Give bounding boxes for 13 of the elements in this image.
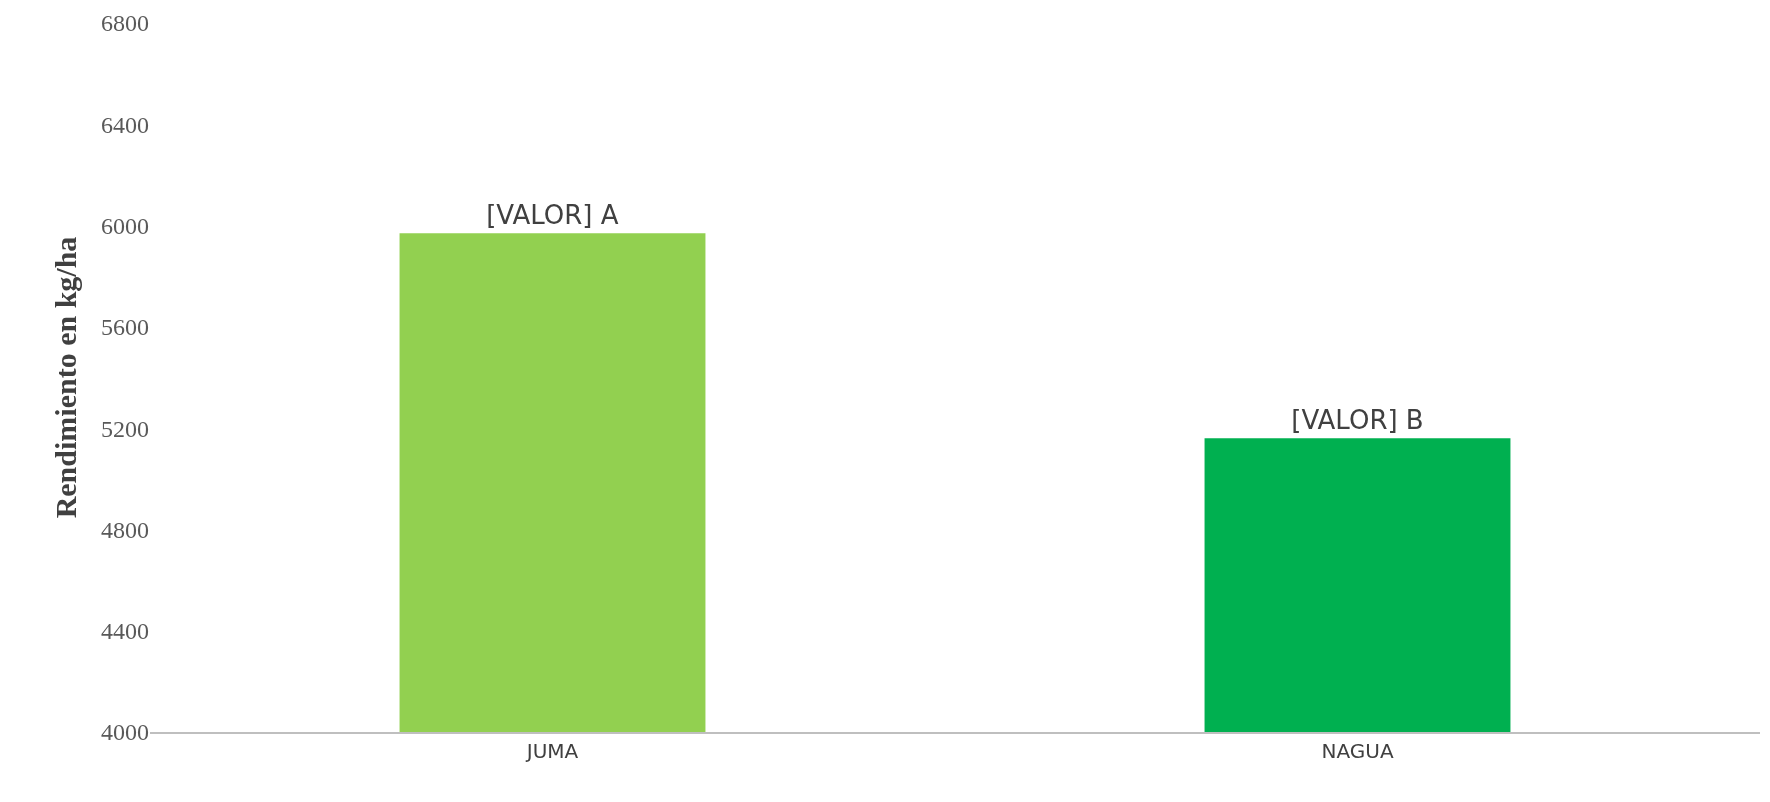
y-axis-title: Rendimiento en kg/ha	[49, 236, 82, 519]
x-tick-label: JUMA	[524, 739, 579, 763]
data-label: [VALOR] B	[1291, 405, 1424, 436]
data-label: [VALOR] A	[486, 200, 619, 231]
y-tick-label: 6800	[101, 10, 149, 37]
y-tick-label: 6400	[101, 111, 149, 138]
x-tick-label: NAGUA	[1321, 739, 1394, 763]
y-tick-label: 4000	[101, 719, 149, 746]
y-tick-label: 6000	[101, 212, 149, 239]
y-tick-label: 5200	[101, 415, 149, 442]
y-tick-label: 4400	[101, 618, 149, 645]
y-tick-label: 4800	[101, 516, 149, 543]
y-tick-label: 5600	[101, 314, 149, 341]
